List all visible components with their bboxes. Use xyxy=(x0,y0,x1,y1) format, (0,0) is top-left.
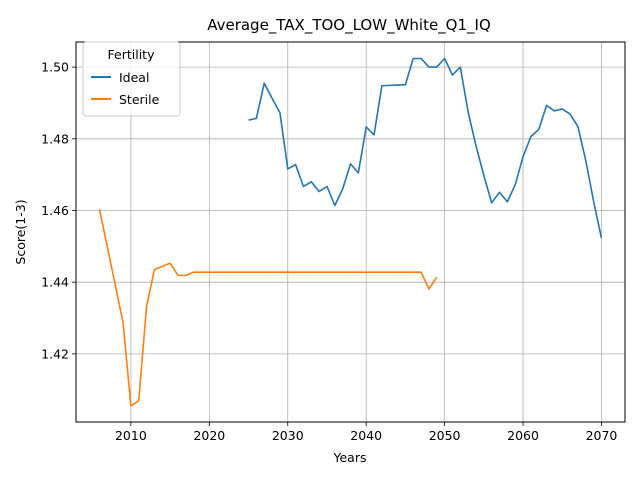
y-axis-ticks: 1.42 1.44 1.46 1.48 1.50 xyxy=(41,60,76,361)
x-tick-label: 2060 xyxy=(507,428,539,443)
x-tick-label: 2030 xyxy=(272,428,304,443)
x-tick-label: 2070 xyxy=(586,428,618,443)
x-axis-ticks: 2010 2020 2030 2040 2050 2060 2070 xyxy=(115,422,617,443)
y-tick-label: 1.48 xyxy=(41,131,69,146)
x-tick-label: 2020 xyxy=(193,428,225,443)
series-line-ideal xyxy=(248,57,603,239)
plot-frame xyxy=(75,41,626,423)
legend-label-ideal: Ideal xyxy=(119,70,149,85)
legend-title: Fertility xyxy=(108,47,156,62)
y-tick-label: 1.46 xyxy=(41,203,69,218)
y-tick-label: 1.44 xyxy=(41,275,69,290)
legend-box xyxy=(82,41,181,117)
y-tick-label: 1.50 xyxy=(41,60,69,75)
series-lines xyxy=(98,57,603,407)
x-tick-label: 2050 xyxy=(429,428,461,443)
grid xyxy=(76,42,625,422)
series-line-sterile xyxy=(98,209,438,407)
legend-label-sterile: Sterile xyxy=(119,92,160,107)
y-tick-label: 1.42 xyxy=(41,346,69,361)
chart-title: Average_TAX_TOO_LOW_White_Q1_IQ xyxy=(207,16,491,35)
x-tick-label: 2010 xyxy=(115,428,147,443)
x-axis-label: Years xyxy=(333,450,367,465)
legend: Fertility Ideal Sterile xyxy=(82,41,181,117)
x-tick-label: 2040 xyxy=(350,428,382,443)
y-axis-label: Score(1-3) xyxy=(13,199,28,264)
